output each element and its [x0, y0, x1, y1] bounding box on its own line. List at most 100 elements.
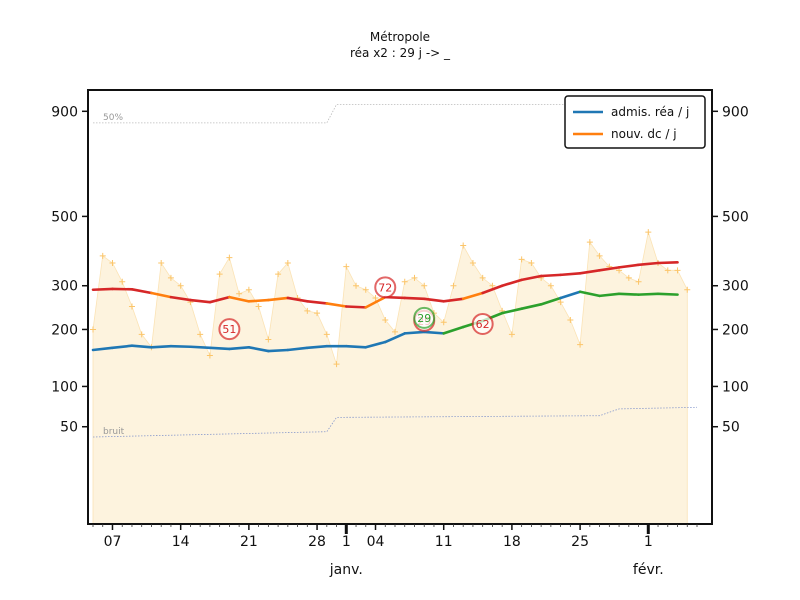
series-segment-0 [247, 345, 270, 353]
x-tick-label: 11 [435, 534, 453, 550]
x-tick-label: 21 [240, 534, 258, 550]
y-tick-label-left: 50 [60, 420, 78, 436]
x-tick-label: 28 [308, 534, 326, 550]
daily-point [440, 319, 447, 326]
series-segment-1 [267, 296, 290, 302]
series-segment-0 [267, 348, 290, 353]
series-segment-1 [461, 291, 484, 301]
series-segment-0 [91, 346, 114, 352]
series-segment-1 [130, 288, 153, 295]
reference-label-50%: 50% [103, 113, 123, 123]
series-segment-1 [422, 297, 446, 303]
y-tick-label-left: 500 [51, 209, 78, 225]
daily-point [226, 254, 233, 261]
daily-point [362, 286, 369, 293]
daily-point [245, 286, 252, 293]
daily-point [275, 271, 282, 278]
series-segment-0 [598, 292, 621, 298]
daily-point [421, 282, 428, 289]
y-tick-label-left: 200 [51, 322, 78, 338]
series-segment-1 [325, 302, 348, 308]
series-segment-0 [422, 330, 446, 335]
daily-point [382, 316, 389, 323]
series-segment-1 [208, 295, 231, 304]
daily-point [508, 331, 515, 338]
series-segment-0 [500, 307, 523, 315]
series-segment-0 [208, 346, 231, 351]
series-segment-1 [91, 287, 114, 292]
daily-point [236, 290, 243, 297]
y-tick-label-right: 500 [722, 209, 749, 225]
y-tick-label-left: 900 [51, 104, 78, 120]
y-tick-label-right: 300 [722, 279, 749, 295]
series-segment-1 [169, 295, 192, 302]
daily-point [596, 252, 603, 259]
daily-point [586, 239, 593, 246]
daily-point [128, 303, 135, 310]
daily-point [567, 316, 574, 323]
chart-subtitle: réa x2 : 29 j -> _ [349, 46, 451, 60]
series-segment-1 [403, 296, 426, 301]
marker-badge [218, 318, 241, 341]
marker-label: 72 [378, 281, 392, 294]
x-tick-label: 07 [104, 534, 122, 550]
series-segment-0 [150, 344, 173, 349]
plot-frame [87, 89, 713, 525]
series-segment-1 [520, 274, 543, 282]
daily-point [577, 341, 584, 348]
daily-point [547, 282, 554, 289]
series-segment-1 [598, 266, 621, 272]
series-segment-0 [306, 344, 329, 350]
x-tick-label: 18 [503, 534, 521, 550]
daily-point [460, 242, 467, 249]
legend-label: admis. réa / j [611, 105, 689, 119]
series-segment-1 [228, 295, 251, 303]
daily-point [518, 256, 525, 263]
daily-point [645, 229, 652, 236]
marker-label: 29 [417, 312, 431, 325]
x-tick-label: 04 [367, 534, 385, 550]
series-segment-1 [442, 297, 465, 303]
series-segment-0 [344, 344, 368, 349]
daily-point [625, 274, 632, 281]
daily-point [206, 352, 213, 359]
daily-point [314, 310, 321, 317]
series-segment-1 [344, 305, 368, 309]
daily-point [343, 263, 350, 270]
daily-point [528, 259, 535, 266]
series-segment-1 [578, 269, 601, 275]
series-segment-0 [286, 346, 309, 352]
daily-point [479, 274, 486, 281]
reference-label-bruit: bruit [103, 427, 125, 437]
daily-point [489, 282, 496, 289]
daily-point [450, 282, 457, 289]
marker-label: 62 [476, 318, 490, 331]
daily-point [177, 282, 184, 289]
series-segment-1 [364, 295, 387, 309]
daily-point [353, 282, 360, 289]
daily-point [323, 331, 330, 338]
y-tick-label-right: 50 [722, 420, 740, 436]
series-segment-0 [520, 303, 543, 310]
y-tick-label-left: 100 [51, 379, 78, 395]
series-segment-0 [383, 332, 407, 344]
y-tick-label-left: 300 [51, 279, 78, 295]
month-label: févr. [633, 562, 664, 578]
daily-point [284, 259, 291, 266]
marker-badge [413, 306, 436, 329]
x-tick-label: 25 [571, 534, 589, 550]
series-segment-0 [617, 292, 640, 296]
y-tick-label-right: 100 [722, 379, 749, 395]
daily-point [469, 259, 476, 266]
series-segment-1 [189, 298, 212, 304]
daily-point [674, 267, 681, 274]
series-segment-1 [617, 263, 640, 269]
daily-point [392, 328, 398, 335]
series-segment-0 [228, 345, 251, 351]
series-segment-1 [637, 261, 660, 267]
series-segment-1 [500, 278, 523, 288]
daily-point [119, 278, 126, 285]
daily-point [197, 331, 204, 338]
daily-point [109, 259, 116, 266]
daily-point [372, 294, 379, 301]
